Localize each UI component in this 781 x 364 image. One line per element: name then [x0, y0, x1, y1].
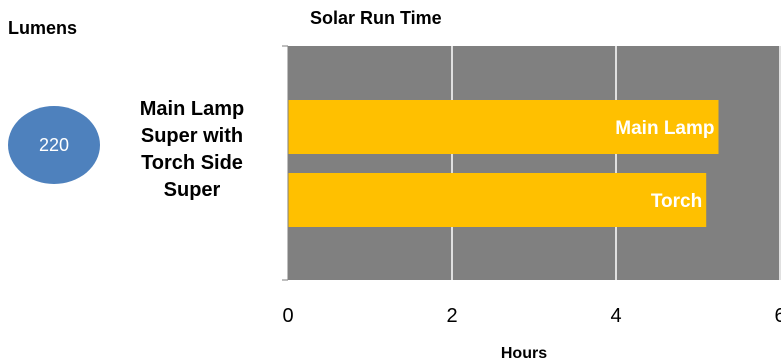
axes	[282, 45, 289, 281]
bar-main-lamp	[288, 100, 719, 154]
x-tick-label: 4	[610, 305, 621, 327]
x-axis-title: Hours	[501, 345, 547, 362]
lumens-heading: Lumens	[8, 18, 78, 38]
bar-label: Torch	[651, 191, 702, 212]
plot-area	[288, 46, 781, 280]
x-tick-label: 6	[774, 305, 781, 327]
bars: Main Lamp Torch	[288, 100, 719, 227]
bar-label: Main Lamp	[615, 118, 714, 139]
x-tick-label: 0	[282, 305, 293, 327]
grid-lines	[451, 46, 781, 280]
tick-labels: 0 2 4 6	[282, 305, 781, 327]
lumens-value: 220	[38, 134, 70, 155]
lumens-value-badge: 220	[8, 106, 100, 184]
x-tick-label: 2	[446, 305, 457, 327]
configuration-label: Main Lamp Super with Torch Side Super	[139, 98, 245, 201]
chart-title: Solar Run Time	[310, 8, 442, 28]
bar-torch	[288, 173, 707, 227]
